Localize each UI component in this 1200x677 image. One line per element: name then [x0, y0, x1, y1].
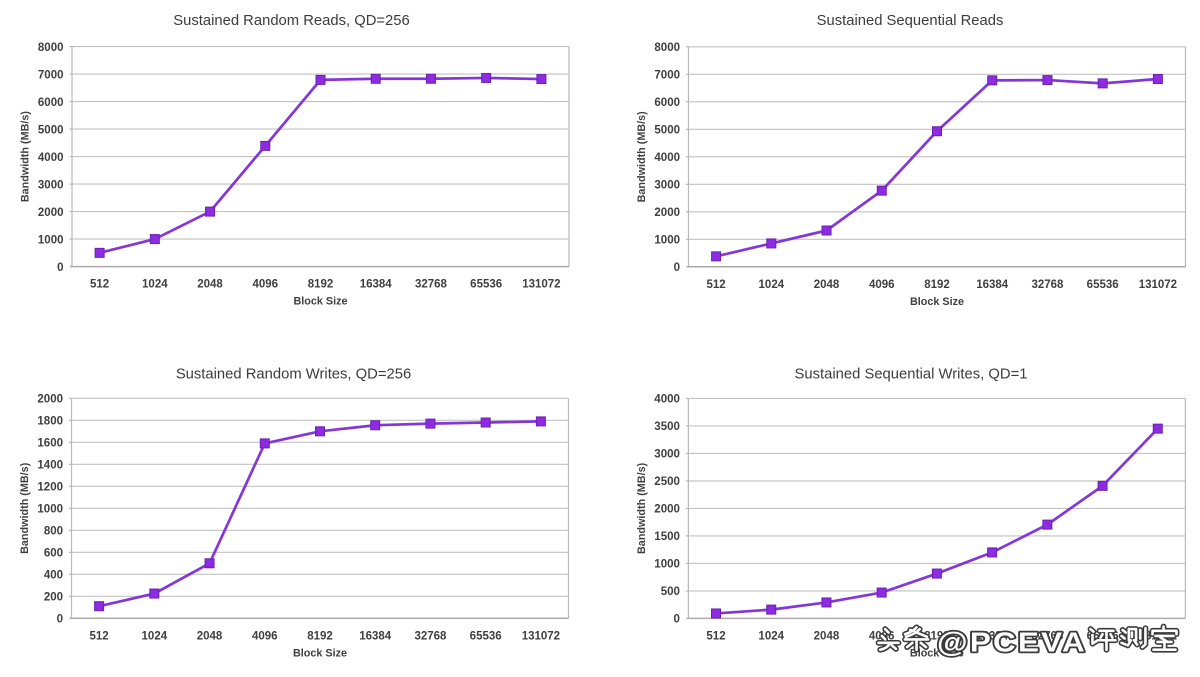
- svg-text:2000: 2000: [37, 394, 63, 406]
- svg-text:2048: 2048: [197, 630, 223, 642]
- svg-text:Sustained Random Writes, QD=25: Sustained Random Writes, QD=256: [176, 366, 411, 382]
- svg-text:2048: 2048: [197, 279, 223, 291]
- svg-text:500: 500: [661, 586, 680, 598]
- svg-text:0: 0: [57, 614, 63, 626]
- svg-text:16384: 16384: [360, 279, 393, 291]
- svg-text:32768: 32768: [1031, 279, 1064, 291]
- svg-text:131072: 131072: [1139, 279, 1177, 291]
- svg-text:1000: 1000: [37, 504, 63, 516]
- svg-text:800: 800: [44, 526, 63, 538]
- svg-text:512: 512: [90, 630, 109, 642]
- svg-text:131072: 131072: [522, 279, 560, 291]
- svg-text:0: 0: [673, 614, 679, 626]
- svg-text:16384: 16384: [976, 279, 1009, 291]
- svg-text:Bandwidth (MB/s): Bandwidth (MB/s): [636, 462, 648, 554]
- svg-text:131072: 131072: [522, 630, 560, 642]
- svg-text:2000: 2000: [654, 207, 680, 219]
- svg-text:2000: 2000: [38, 207, 64, 219]
- svg-text:1024: 1024: [142, 630, 168, 642]
- svg-text:3000: 3000: [654, 180, 680, 192]
- svg-text:Sustained Sequential Writes, Q: Sustained Sequential Writes, QD=1: [795, 366, 1028, 382]
- svg-text:16384: 16384: [976, 631, 1009, 643]
- svg-text:2048: 2048: [814, 631, 840, 643]
- svg-text:8000: 8000: [38, 42, 64, 54]
- svg-text:0: 0: [57, 262, 63, 274]
- svg-text:5000: 5000: [654, 125, 680, 137]
- svg-text:32768: 32768: [1031, 631, 1064, 643]
- svg-text:0: 0: [674, 262, 680, 274]
- svg-text:65536: 65536: [1087, 279, 1119, 291]
- svg-text:8192: 8192: [308, 279, 334, 291]
- svg-text:32768: 32768: [414, 630, 447, 642]
- svg-text:1000: 1000: [654, 235, 680, 247]
- svg-text:Block Size: Block Size: [293, 296, 347, 308]
- svg-text:2500: 2500: [654, 476, 680, 488]
- svg-text:4000: 4000: [38, 152, 64, 164]
- svg-text:1400: 1400: [37, 460, 63, 472]
- svg-text:Sustained Random Reads, QD=256: Sustained Random Reads, QD=256: [173, 13, 409, 29]
- svg-text:1000: 1000: [38, 234, 64, 246]
- svg-text:Bandwidth (MB/s): Bandwidth (MB/s): [19, 462, 31, 554]
- svg-text:Bandwidth (MB/s): Bandwidth (MB/s): [20, 111, 32, 203]
- svg-text:2048: 2048: [814, 279, 840, 291]
- svg-text:7000: 7000: [38, 69, 64, 81]
- svg-text:6000: 6000: [38, 97, 64, 109]
- svg-text:65536: 65536: [470, 630, 502, 642]
- svg-text:32768: 32768: [415, 279, 448, 291]
- svg-text:1024: 1024: [142, 279, 168, 291]
- svg-text:16384: 16384: [359, 630, 392, 642]
- svg-text:8192: 8192: [307, 630, 333, 642]
- svg-text:512: 512: [706, 631, 725, 643]
- svg-text:Block Size: Block Size: [293, 647, 347, 659]
- svg-text:600: 600: [44, 548, 63, 560]
- svg-text:4000: 4000: [654, 394, 680, 406]
- svg-text:4096: 4096: [869, 279, 895, 291]
- svg-text:Sustained Sequential Reads: Sustained Sequential Reads: [817, 13, 1004, 29]
- svg-text:1500: 1500: [654, 531, 680, 543]
- svg-text:1024: 1024: [759, 279, 785, 291]
- svg-text:4000: 4000: [654, 152, 680, 164]
- svg-text:2000: 2000: [654, 504, 680, 516]
- svg-text:512: 512: [707, 279, 726, 291]
- svg-text:6000: 6000: [654, 97, 680, 109]
- svg-text:Block Size: Block Size: [910, 647, 964, 659]
- svg-text:200: 200: [44, 592, 63, 604]
- svg-text:3000: 3000: [38, 179, 64, 191]
- svg-text:1024: 1024: [758, 631, 784, 643]
- svg-text:1800: 1800: [37, 416, 63, 428]
- svg-text:1000: 1000: [654, 559, 680, 571]
- svg-text:1200: 1200: [37, 482, 63, 494]
- svg-text:400: 400: [44, 570, 63, 582]
- svg-text:8192: 8192: [924, 279, 950, 291]
- svg-text:7000: 7000: [654, 70, 680, 82]
- svg-text:1600: 1600: [37, 438, 63, 450]
- svg-text:@PCEVA: @PCEVA: [937, 627, 1087, 658]
- svg-text:8000: 8000: [654, 42, 680, 54]
- svg-text:4096: 4096: [252, 630, 278, 642]
- svg-text:4096: 4096: [252, 279, 278, 291]
- svg-text:5000: 5000: [38, 124, 64, 136]
- svg-text:3500: 3500: [654, 421, 680, 433]
- svg-text:Bandwidth (MB/s): Bandwidth (MB/s): [636, 111, 648, 203]
- svg-text:Block Size: Block Size: [910, 296, 964, 308]
- svg-text:65536: 65536: [470, 279, 502, 291]
- svg-text:512: 512: [90, 279, 109, 291]
- svg-text:3000: 3000: [654, 449, 680, 461]
